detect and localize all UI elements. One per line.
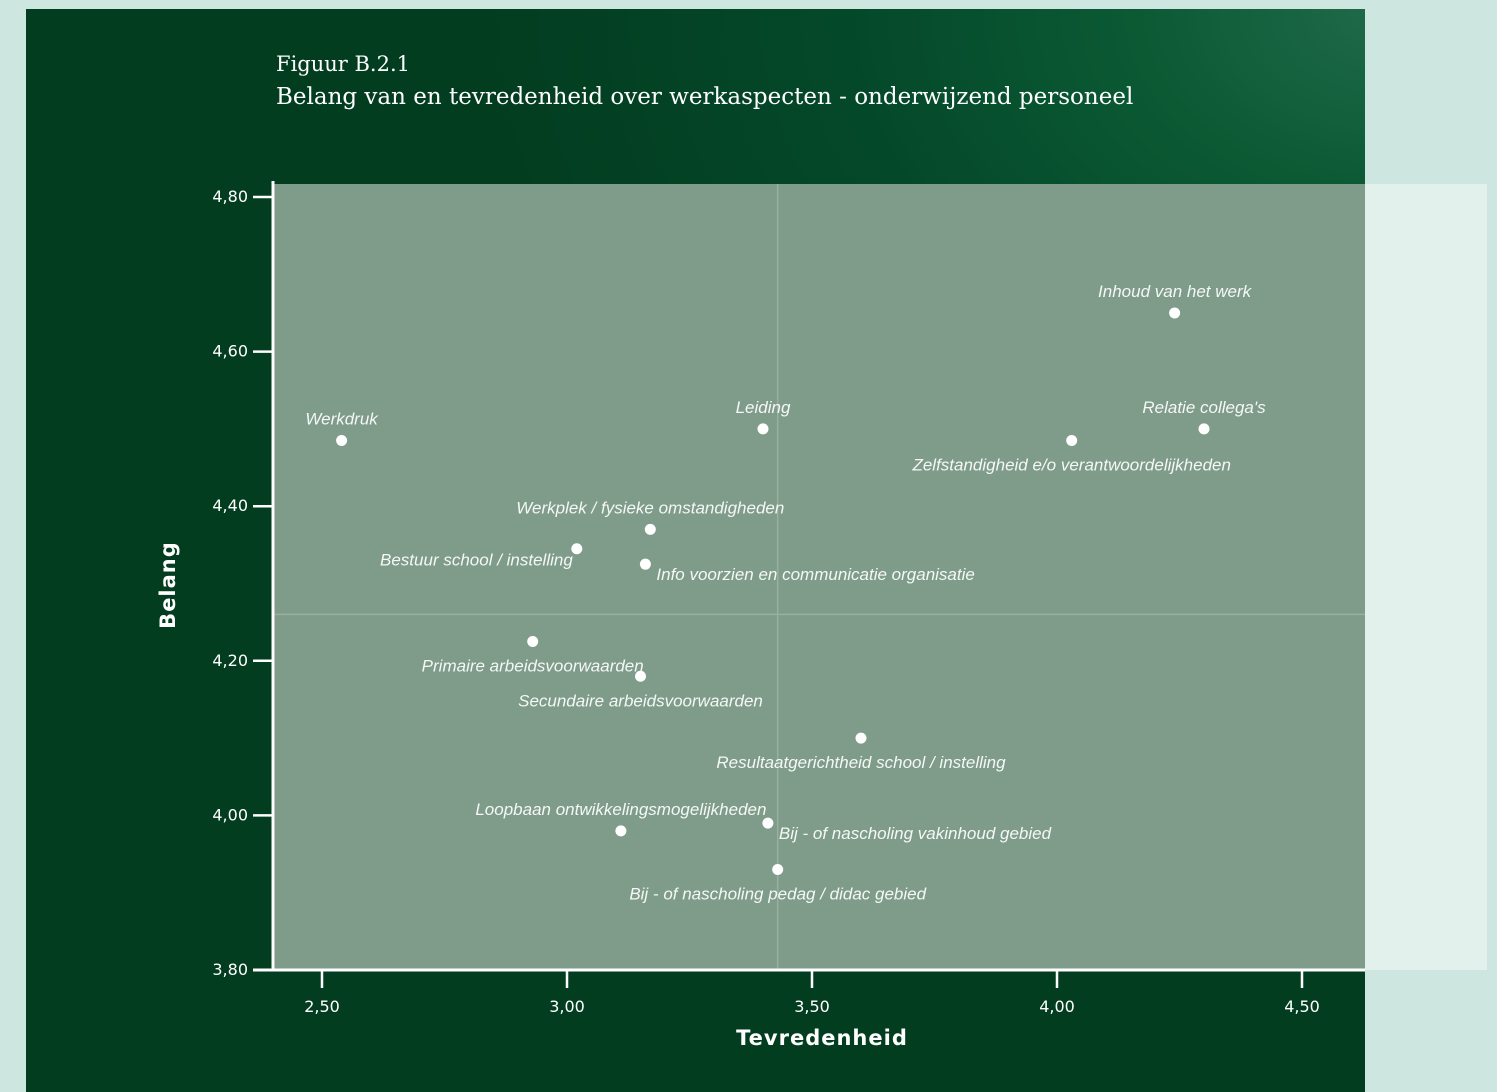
- x-tick-label: 3,00: [549, 997, 585, 1016]
- plot-background-extension: [1365, 184, 1487, 970]
- point-label: Primaire arbeidsvoorwaarden: [422, 656, 644, 675]
- data-point: [571, 543, 583, 555]
- axes: 3,80 4,00 4,20 4,40 4,60 4,80 2,50 3,00 3,50 4,00…: [212, 181, 1365, 1016]
- figure-title: Belang van en tevredenheid over werkaspe…: [276, 84, 1134, 110]
- data-point: [336, 434, 348, 446]
- x-axis-title: Tevredenheid: [736, 1026, 908, 1050]
- point-label: Info voorzien en communicatie organisati…: [656, 565, 974, 584]
- data-points: Werkdruk Leiding Inhoud van het werk Relati…: [305, 282, 1266, 904]
- point-label: Bij - of nascholing pedag / didac gebied: [629, 885, 926, 904]
- data-point: [1169, 307, 1181, 319]
- point-label: Loopbaan ontwikkelingsmogelijkheden: [475, 800, 766, 819]
- y-tick-label: 4,00: [212, 805, 248, 824]
- x-tick-label: 4,00: [1039, 997, 1075, 1016]
- y-tick-label: 4,40: [212, 496, 248, 515]
- point-label: Bestuur school / instelling: [380, 551, 573, 570]
- data-point: [772, 864, 784, 876]
- data-point: [644, 523, 656, 535]
- point-label: Resultaatgerichtheid school / instelling: [716, 753, 1006, 772]
- point-label: Werkdruk: [305, 409, 379, 428]
- y-tick-label: 4,20: [212, 651, 248, 670]
- y-tick-label: 3,80: [212, 960, 248, 979]
- point-label: Zelfstandigheid e/o verantwoordelijkhede…: [911, 455, 1230, 474]
- data-point: [527, 635, 539, 647]
- x-tick-label: 2,50: [304, 997, 340, 1016]
- data-point: [855, 732, 867, 744]
- point-label: Bij - of nascholing vakinhoud gebied: [779, 824, 1052, 843]
- point-label: Relatie collega's: [1142, 398, 1266, 417]
- point-label: Leiding: [736, 398, 791, 417]
- data-point: [757, 423, 769, 435]
- y-axis-title: Belang: [156, 541, 180, 629]
- data-point: [1066, 434, 1078, 446]
- point-label: Secundaire arbeidsvoorwaarden: [518, 691, 763, 710]
- point-label: Werkplek / fysieke omstandigheden: [516, 498, 784, 517]
- data-point: [639, 558, 651, 570]
- y-tick-label: 4,80: [212, 187, 248, 206]
- plot-area: [273, 184, 1365, 970]
- point-label: Inhoud van het werk: [1098, 282, 1253, 301]
- data-point: [635, 670, 646, 682]
- data-point: [615, 825, 627, 837]
- figure-number: Figuur B.2.1: [276, 52, 410, 76]
- y-tick-label: 4,60: [212, 342, 248, 361]
- x-tick-label: 4,50: [1284, 997, 1320, 1016]
- data-point: [1198, 423, 1210, 435]
- data-point: [762, 817, 774, 829]
- x-tick-label: 3,50: [794, 997, 830, 1016]
